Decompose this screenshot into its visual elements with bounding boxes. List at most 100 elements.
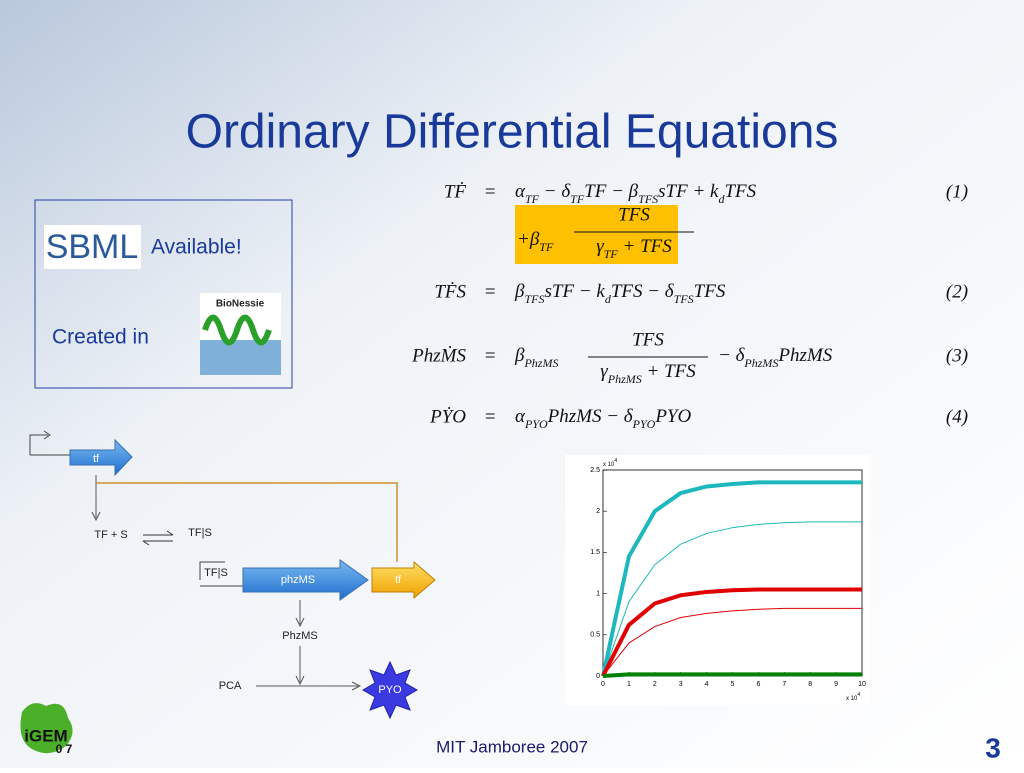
- x-tick-label: 0: [601, 681, 605, 688]
- equation-segment: TF: [570, 192, 585, 206]
- diagram-label: phzMS: [281, 574, 315, 586]
- diagram-label: tf: [395, 574, 402, 586]
- equation-segment: TF: [525, 192, 540, 206]
- page-number: 3: [985, 732, 1001, 763]
- diagram-label: PCA: [219, 680, 242, 692]
- equation-segment: β: [514, 281, 525, 302]
- diagram-label: TF|S: [188, 527, 212, 539]
- fraction-numerator: TFS: [632, 329, 664, 350]
- info-box: [34, 199, 293, 389]
- data-line: [602, 607, 862, 677]
- equation-number: (1): [946, 181, 968, 202]
- diagram-label: PhzMS: [282, 630, 317, 642]
- equation-segment: +β: [517, 229, 540, 250]
- y-tick-label: 1.5: [590, 549, 600, 556]
- equation-number: (4): [946, 406, 968, 427]
- equation-segment: + TFS: [618, 236, 672, 257]
- x-tick-label: 7: [782, 681, 786, 688]
- equation-segment: PhzMS: [743, 356, 778, 370]
- equation-number: (2): [946, 281, 968, 302]
- equation-segment: d: [605, 292, 612, 306]
- equation-number: (3): [946, 345, 968, 366]
- equation-segment: TFS − δ: [611, 281, 675, 302]
- footer-event: MIT Jamboree 2007: [436, 737, 588, 756]
- equation-segment: γ: [596, 236, 604, 257]
- y-tick-label: 0.5: [590, 632, 600, 639]
- equation-segment: PhzMS: [607, 372, 642, 386]
- plot-area: [602, 469, 863, 677]
- binding-arrows: [143, 534, 173, 542]
- sbml-logo-text: SBML: [46, 228, 139, 266]
- fraction-numerator: TFS: [618, 204, 650, 225]
- bionessie-serpent: [202, 314, 272, 346]
- equation-segment: − δ: [718, 345, 746, 366]
- equation-segment: sTF − k: [544, 281, 605, 302]
- equation-part: +βTF: [517, 229, 554, 253]
- y-tick-label: 2.5: [590, 467, 600, 474]
- connectors: [256, 600, 358, 687]
- gene-arrow: [242, 559, 369, 601]
- equation-part: βPhzMS: [514, 345, 558, 369]
- x-tick-label: 3: [679, 681, 683, 688]
- equation-segment: TFS: [724, 181, 756, 202]
- multiplier-base: x 10: [603, 462, 615, 468]
- y-tick-label: 0: [596, 673, 600, 680]
- x-tick-label: 4: [705, 681, 709, 688]
- sbml-logo: [44, 225, 141, 269]
- data-line: [602, 672, 862, 678]
- diagram-label: TF + S: [94, 529, 127, 541]
- x-tick-label: 9: [834, 681, 838, 688]
- equation-part: αPYOPhzMS − δPYOPYO: [515, 406, 691, 430]
- equation-segment: sTF + k: [658, 181, 719, 202]
- data-line: [601, 587, 862, 677]
- arrow-heads: [295, 617, 362, 691]
- equation-segment: TFS: [674, 292, 694, 306]
- equation-lhs: PhzṀS: [411, 345, 466, 366]
- igem-logo-text: iGEM: [24, 726, 67, 745]
- equation-segment: PhzMS: [523, 356, 558, 370]
- equation-segment: β: [514, 345, 525, 366]
- equation-lhs: TḞS: [434, 281, 466, 302]
- feedback-line: [96, 482, 398, 562]
- y-tick-label: 1: [596, 590, 600, 597]
- multiplier-base: x 10: [846, 696, 858, 702]
- igem-year: 0 7: [56, 742, 73, 756]
- y-tick-label: 2: [596, 508, 600, 515]
- axis-multiplier: x 104: [846, 692, 860, 701]
- available-text: Available!: [151, 236, 242, 259]
- equation-equals: =: [484, 345, 497, 366]
- equation-part: βTFSsTF − kdTFS − δTFSTFS: [514, 281, 726, 305]
- equation-segment: α: [515, 181, 526, 202]
- equation-segment: α: [515, 406, 526, 427]
- x-tick-label: 5: [731, 681, 735, 688]
- gene-arrow: [69, 438, 133, 477]
- slide-title: Ordinary Differential Equations: [186, 106, 839, 159]
- equation-segment: PYO: [632, 417, 656, 431]
- equation-segment: γ: [600, 361, 608, 382]
- x-tick-label: 2: [653, 681, 657, 688]
- equation-segment: PYO: [654, 406, 691, 427]
- x-tick-label: 1: [627, 681, 631, 688]
- arrow-head: [142, 530, 174, 546]
- created-in-text: Created in: [52, 326, 149, 349]
- arrow-head: [43, 430, 51, 440]
- diagram-label: PYO: [378, 684, 402, 696]
- x-tick-label: 10: [858, 681, 866, 688]
- pyo-star: [362, 660, 418, 720]
- multiplier-exp: 4: [614, 458, 617, 464]
- equation-part: γTF + TFS: [596, 236, 672, 260]
- promoter-arrow: [199, 561, 225, 580]
- equation-segment: TF − β: [584, 181, 638, 202]
- equation-lhs: PẎO: [429, 406, 466, 427]
- equation-segment: PhzMS − δ: [547, 406, 634, 427]
- data-line: [602, 521, 862, 677]
- bionessie-water: [200, 340, 281, 375]
- equation-part: − δPhzMSPhzMS: [718, 345, 833, 369]
- equation-lhs: TḞ: [444, 181, 467, 202]
- equation-segment: + TFS: [642, 361, 696, 382]
- promoter-arrow: [29, 434, 48, 455]
- arrow-head: [91, 511, 101, 522]
- diagram-label: TF|S: [204, 567, 228, 579]
- equation-segment: PYO: [524, 417, 548, 431]
